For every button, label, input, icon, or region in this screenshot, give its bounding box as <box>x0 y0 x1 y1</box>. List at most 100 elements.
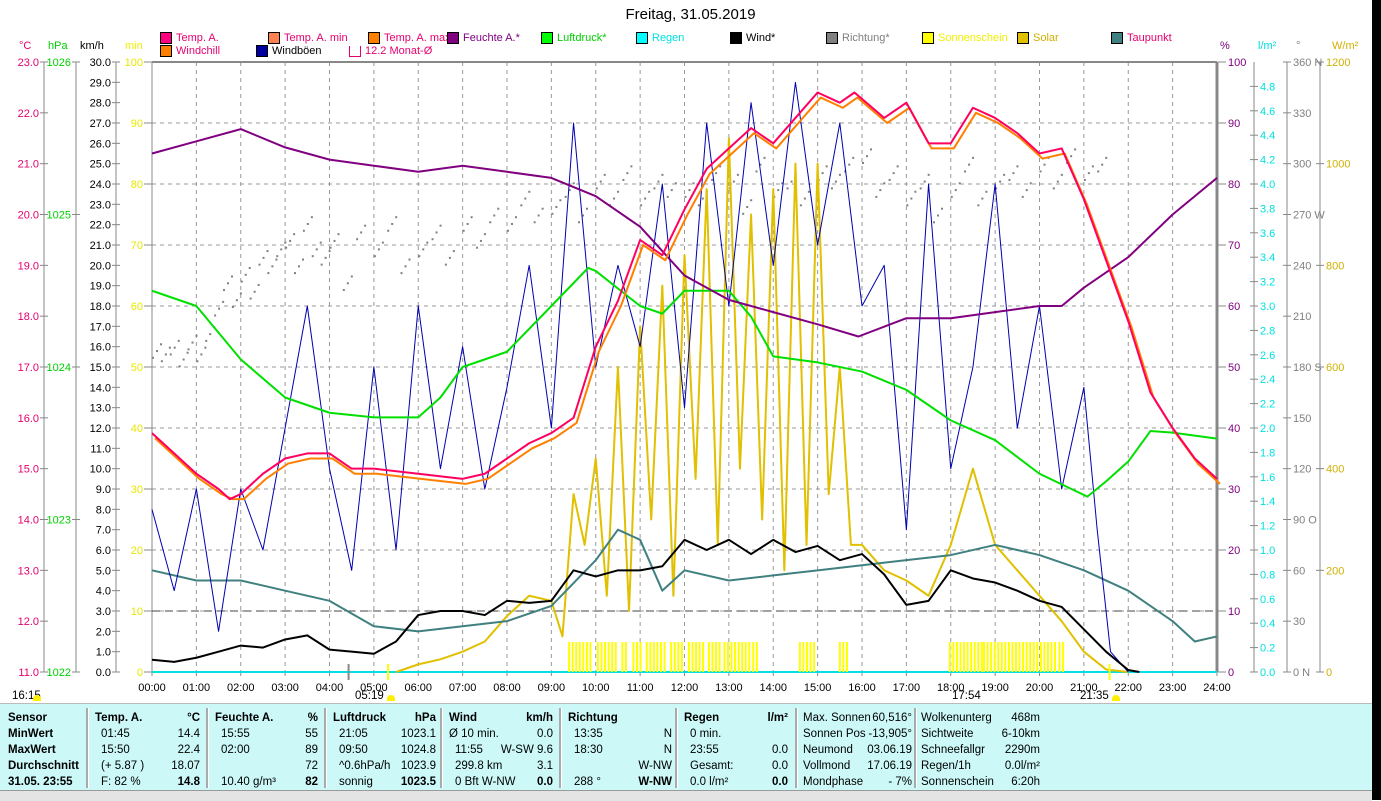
axis-label-wind: 6.0 <box>96 545 111 557</box>
cell-value: 0.0 <box>772 776 788 788</box>
axis-label-wind: 8.0 <box>96 504 111 516</box>
legend-swatch-icon <box>636 32 648 44</box>
direction-point <box>156 350 158 353</box>
column-header: Regen <box>684 712 720 724</box>
misc-label: Sichtweite <box>921 728 974 740</box>
direction-point <box>271 265 274 268</box>
cell-value: 0.0 <box>537 776 553 788</box>
axis-label-wind: 21.0 <box>90 240 111 252</box>
direction-point <box>941 207 943 210</box>
direction-point <box>266 250 269 253</box>
direction-point <box>315 248 318 251</box>
cell-value: 1023.9 <box>400 760 436 772</box>
legend-label: Temp. A. min <box>284 32 348 44</box>
cell-value: 3.1 <box>537 760 553 772</box>
chart-title: Freitag, 31.05.2019 <box>625 6 756 23</box>
direction-point <box>736 173 739 176</box>
direction-point <box>586 207 588 210</box>
cell-value: 72 <box>305 760 318 772</box>
column-unit: °C <box>187 712 200 724</box>
direction-point <box>267 272 270 275</box>
x-tick-label: 17:00 <box>893 682 921 694</box>
x-tick-label: 22:00 <box>1114 682 1142 694</box>
direction-point <box>838 173 841 176</box>
axis-label-wind: 11.0 <box>90 443 111 455</box>
direction-point <box>360 231 363 234</box>
axis-label-press: 1022 <box>47 667 71 679</box>
column-header: Feuchte A. <box>215 712 274 724</box>
direction-point <box>927 173 930 176</box>
cell-value: 22.4 <box>177 744 200 756</box>
direction-point <box>324 256 327 259</box>
direction-point <box>452 250 455 253</box>
direction-point <box>674 182 677 185</box>
legend-label: Sonnenschein <box>938 32 1008 44</box>
direction-point <box>160 343 162 346</box>
series-line-taupunkt <box>151 528 1218 643</box>
column-separator <box>86 708 89 788</box>
x-tick-label: 19:00 <box>981 682 1009 694</box>
axis-label-temp: 14.0 <box>18 515 39 527</box>
direction-point <box>239 292 242 295</box>
direction-point <box>750 199 753 202</box>
direction-point <box>763 156 766 159</box>
legend-item: Windchill <box>160 45 220 57</box>
direction-point <box>661 173 664 176</box>
direction-point <box>923 180 926 183</box>
axis-label-temp: 22.0 <box>18 108 39 120</box>
axis-label-rain: 2.6 <box>1260 350 1275 362</box>
cell-value: 0.0 <box>772 760 788 772</box>
direction-point <box>1060 173 1063 176</box>
axis-label-dir: 210 <box>1293 311 1311 323</box>
direction-point <box>422 248 425 251</box>
direction-point <box>298 265 300 268</box>
axis-label-rain: 4.4 <box>1260 130 1275 142</box>
legend-item: Luftdruck* <box>541 32 607 44</box>
x-tick-label: 24:00 <box>1203 682 1231 694</box>
axis-label-rain: 0.8 <box>1260 569 1275 581</box>
legend-label: Regen <box>652 32 685 44</box>
direction-point <box>209 333 212 336</box>
cell-value: 14.4 <box>177 728 200 740</box>
axis-label-press: 1026 <box>47 57 71 69</box>
direction-point <box>701 197 704 200</box>
direction-point <box>258 263 261 266</box>
axis-label-temp: 23.0 <box>18 57 39 69</box>
cell-label: 10.40 g/m³ <box>221 776 276 788</box>
axis-label-hum: 50 <box>1228 362 1240 374</box>
legend-label: Temp. A. <box>176 32 219 44</box>
unit-label-min: min <box>125 40 143 52</box>
direction-point <box>169 353 172 356</box>
series-line-temp-a <box>151 91 1218 501</box>
direction-point <box>182 358 185 361</box>
direction-point <box>862 161 864 164</box>
axis-label-min: 0 <box>137 667 143 679</box>
cell-label: F: 82 % <box>101 776 141 788</box>
axis-label-temp: 16.0 <box>18 413 39 425</box>
axis-label-press: 1023 <box>47 515 71 527</box>
astro-value: 60,516° <box>872 712 912 724</box>
direction-point <box>223 289 225 292</box>
direction-point <box>275 258 278 261</box>
direction-point <box>231 306 234 308</box>
direction-point <box>342 289 345 292</box>
x-tick-label: 12:00 <box>671 682 699 694</box>
series-line-windchill <box>154 96 1221 501</box>
direction-point <box>559 199 562 202</box>
direction-point <box>964 170 967 173</box>
direction-point <box>866 155 868 158</box>
direction-point <box>329 246 332 249</box>
cell-value: 55 <box>305 728 318 740</box>
axis-label-wind: 9.0 <box>96 484 111 496</box>
unit-label-dir: ° <box>1296 40 1301 52</box>
cell-label: 01:45 <box>101 728 130 740</box>
axis-label-wind: 26.0 <box>90 138 111 150</box>
direction-point <box>337 233 340 236</box>
unit-label-hum: % <box>1220 40 1230 52</box>
axis-label-hum: 30 <box>1228 484 1240 496</box>
direction-point <box>381 241 384 244</box>
direction-point <box>937 214 939 217</box>
direction-point <box>1052 187 1055 190</box>
direction-point <box>1008 178 1011 181</box>
cell-value: N <box>663 744 672 756</box>
